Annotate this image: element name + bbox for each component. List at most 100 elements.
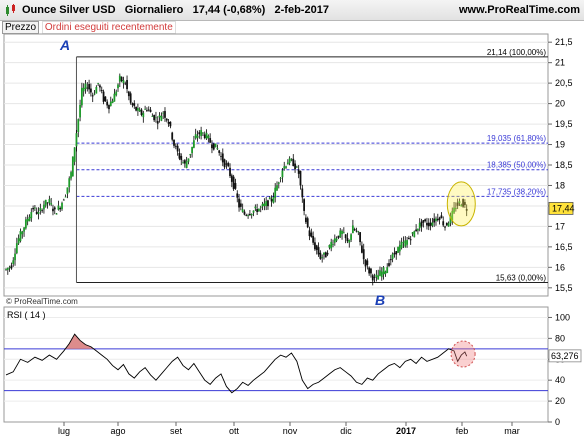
chart-title: Ounce Silver USD Giornaliero 17,44 (-0,6… (22, 4, 329, 16)
candle-body (95, 87, 98, 94)
candle-body (301, 188, 304, 198)
rsi-tick-label: 80 (555, 333, 565, 343)
rsi-label: RSI ( 14 ) (7, 310, 46, 320)
candle-body (12, 260, 15, 265)
candle-body (373, 277, 376, 278)
price-axis: 15,51616,51717,51818,51919,52020,52121,5… (548, 37, 575, 293)
chart-tabs: Prezzo Ordini eseguiti recentemente (2, 21, 176, 34)
candle-body (122, 80, 125, 84)
candle-body (52, 208, 54, 212)
candle-body (189, 154, 192, 156)
time-axis: lug ago set ott nov dic 2017 feb mar (4, 421, 548, 436)
candle-body (332, 244, 334, 245)
candle-body (453, 207, 455, 213)
candle-body (57, 205, 60, 210)
candle-body (66, 187, 69, 194)
candle-body (53, 207, 56, 210)
candle-body (265, 201, 268, 207)
candle-body (90, 88, 92, 93)
candle-body (106, 101, 109, 106)
time-tick-label: nov (283, 426, 298, 436)
pivot-label-a: A (59, 37, 70, 53)
candle-body (259, 206, 262, 208)
candle-body (225, 163, 228, 165)
candle-body (191, 146, 193, 154)
candle-body (348, 240, 351, 243)
candle-body (203, 134, 206, 138)
time-tick-label: ago (110, 426, 125, 436)
fib-label: 21,14 (100,00%) (487, 48, 546, 57)
candle-body (238, 198, 240, 208)
candle-body (64, 196, 67, 198)
candle-body (250, 213, 253, 216)
candle-body (252, 210, 255, 213)
candle-body (164, 111, 166, 118)
candle-body (351, 225, 354, 234)
candle-body (362, 249, 365, 260)
candle-body (62, 199, 65, 201)
candle-body (19, 231, 22, 242)
time-tick-label: 2017 (396, 426, 416, 436)
candle-body (361, 245, 363, 253)
fibonacci-levels: 21,14 (100,00%) 19,035 (61,80%) 18,385 (50… (75, 48, 548, 283)
price-tick-label: 20 (555, 99, 565, 109)
candle-body (144, 108, 147, 110)
candle-body (388, 263, 390, 266)
candle-body (295, 166, 298, 168)
candle-body (167, 121, 170, 124)
candle-body (460, 204, 463, 207)
candle-body (456, 202, 459, 206)
candle-body (75, 133, 78, 147)
candle-body (404, 240, 407, 247)
candle-body (218, 150, 221, 153)
price-tick-label: 21,5 (555, 37, 573, 47)
candle-body (32, 208, 34, 210)
candle-body (400, 242, 403, 248)
instrument-name: Ounce Silver USD (22, 4, 116, 16)
candle-body (26, 218, 29, 222)
candle-body (10, 265, 13, 269)
candle-body (21, 231, 24, 235)
rsi-tick-label: 0 (555, 417, 560, 427)
candle-body (118, 75, 121, 82)
candle-body (341, 230, 343, 235)
candle-body (133, 103, 136, 106)
candle-body (104, 96, 107, 102)
time-tick-label: feb (456, 426, 469, 436)
candle-body (126, 80, 128, 90)
candle-body (229, 167, 231, 177)
candle-body (124, 83, 127, 85)
time-tick-label: lug (58, 426, 70, 436)
candle-body (176, 145, 179, 152)
candle-body (39, 208, 42, 211)
fib-label: 15,63 (0,00%) (496, 273, 547, 282)
candle-body (454, 207, 457, 209)
rsi-grid (4, 316, 548, 423)
candle-body (346, 238, 349, 242)
candle-body (70, 172, 72, 179)
time-tick-label: mar (504, 426, 520, 436)
candle-body (398, 244, 401, 252)
candle-body (256, 209, 259, 212)
price-candles (5, 73, 468, 286)
candle-body (449, 215, 452, 224)
candle-body (283, 166, 286, 169)
candle-body (424, 219, 427, 222)
time-tick-label: set (170, 426, 183, 436)
candle-body (249, 213, 251, 215)
candle-body (406, 240, 408, 245)
candle-body (227, 162, 230, 167)
candle-body (415, 229, 418, 232)
candle-body (146, 110, 148, 111)
candle-body (288, 158, 291, 163)
candle-body (270, 199, 273, 202)
candle-body (200, 130, 203, 137)
candle-body (317, 247, 320, 255)
candle-body (194, 134, 197, 139)
candle-body (97, 83, 100, 84)
candle-body (445, 222, 448, 226)
candle-body (442, 221, 445, 226)
candle-body (34, 207, 36, 209)
pivot-label-b: B (375, 292, 385, 308)
